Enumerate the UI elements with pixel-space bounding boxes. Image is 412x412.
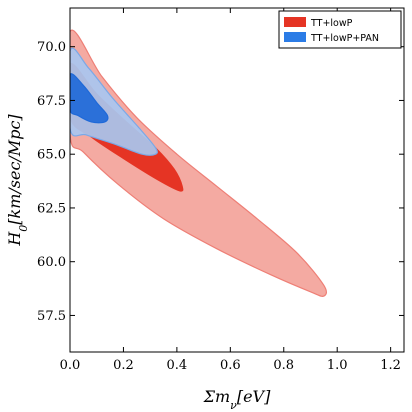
legend-label: TT+lowP+PAN xyxy=(310,33,379,44)
x-axis-label: Σmν[eV] xyxy=(203,387,271,412)
x-axis: 0.0 0.2 0.4 0.6 0.8 1.0 1.2 xyxy=(60,8,401,373)
contour-tt-lowp-pan-68pct xyxy=(70,73,109,124)
y-tick-label: 60.0 xyxy=(37,255,66,270)
y-tick-label: 70.0 xyxy=(37,40,66,55)
y-axis-label: H0[km/sec/Mpc] xyxy=(5,114,30,247)
x-tick-label: 0.2 xyxy=(113,358,134,373)
contour-tt-lowp-95pct xyxy=(70,29,327,297)
y-tick-label: 57.5 xyxy=(37,309,66,324)
contour-layer xyxy=(70,29,327,297)
y-axis: 57.5 60.0 62.5 65.0 67.5 70.0 xyxy=(37,40,404,324)
y-axis-title: H0[km/sec/Mpc] xyxy=(5,114,30,247)
x-tick-label: 0.8 xyxy=(273,358,294,373)
x-tick-label: 1.0 xyxy=(327,358,348,373)
y-tick-label: 65.0 xyxy=(37,148,66,163)
legend-swatch xyxy=(284,17,306,27)
x-axis-title: Σmν[eV] xyxy=(203,387,271,412)
x-tick-label: 0.0 xyxy=(60,358,81,373)
x-tick-label: 1.2 xyxy=(380,358,401,373)
x-tick-label: 0.6 xyxy=(220,358,241,373)
plot-frame xyxy=(69,7,405,353)
x-tick-label: 0.4 xyxy=(167,358,188,373)
contour-tt-lowp-pan-95pct xyxy=(70,47,158,156)
legend: TT+lowP TT+lowP+PAN xyxy=(278,10,402,49)
y-tick-label: 62.5 xyxy=(37,201,66,216)
legend-label: TT+lowP xyxy=(310,18,353,29)
y-tick-label: 67.5 xyxy=(37,94,66,109)
legend-swatch xyxy=(284,32,306,42)
